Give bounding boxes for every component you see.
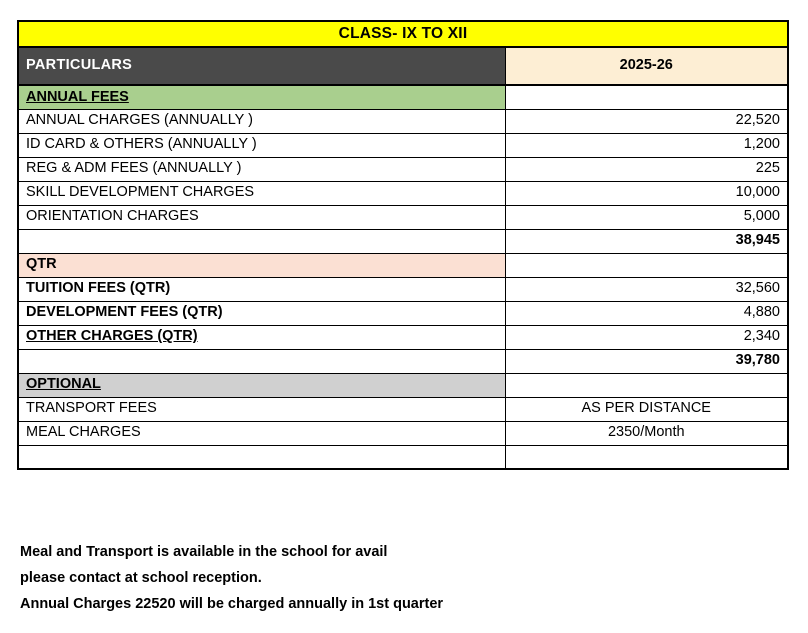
footer-note-line: please contact at school reception.: [20, 570, 262, 586]
fee-item-label: SKILL DEVELOPMENT CHARGES: [17, 180, 506, 206]
section-band-value: [504, 252, 789, 278]
total-label: [17, 348, 506, 374]
fee-structure-sheet: CLASS- IX TO XII PARTICULARS 2025-26 ANN…: [17, 20, 789, 470]
table-row: ID CARD & OTHERS (ANNUALLY ) 1,200: [17, 132, 789, 158]
empty-value: [504, 444, 789, 470]
fee-item-value: 225: [504, 156, 789, 182]
total-value: 39,780: [504, 348, 789, 374]
fee-item-label: TUITION FEES (QTR): [17, 276, 506, 302]
section-band-row: ANNUAL FEES: [17, 84, 789, 110]
fee-item-value: 4,880: [504, 300, 789, 326]
fee-item-value: 1,200: [504, 132, 789, 158]
section-band-row: OPTIONAL: [17, 372, 789, 398]
fee-table: CLASS- IX TO XII PARTICULARS 2025-26 ANN…: [17, 20, 789, 470]
fee-item-value: 2350/Month: [504, 420, 789, 446]
section-band-text: ANNUAL FEES: [26, 88, 129, 105]
fee-item-label: ID CARD & OTHERS (ANNUALLY ): [17, 132, 506, 158]
table-row: REG & ADM FEES (ANNUALLY ) 225: [17, 156, 789, 182]
table-header-row: PARTICULARS 2025-26: [17, 46, 789, 86]
section-band-value: [504, 84, 789, 110]
fee-item-value: 10,000: [504, 180, 789, 206]
fee-item-label-text: OTHER CHARGES (QTR): [26, 328, 198, 345]
fee-table-body: CLASS- IX TO XII PARTICULARS 2025-26 ANN…: [17, 20, 789, 470]
fee-item-label: DEVELOPMENT FEES (QTR): [17, 300, 506, 326]
fee-item-value: 5,000: [504, 204, 789, 230]
section-band-value: [504, 372, 789, 398]
fee-item-label: OTHER CHARGES (QTR): [17, 324, 506, 350]
section-band-label: ANNUAL FEES: [17, 84, 506, 110]
table-title-row: CLASS- IX TO XII: [17, 20, 789, 48]
total-row: 39,780: [17, 348, 789, 374]
section-band-text: QTR: [26, 256, 57, 273]
fee-item-value: 32,560: [504, 276, 789, 302]
column-header-particulars: PARTICULARS: [17, 46, 506, 86]
fee-item-label: REG & ADM FEES (ANNUALLY ): [17, 156, 506, 182]
footer-note-line: Meal and Transport is available in the s…: [20, 544, 388, 560]
section-band-row: QTR: [17, 252, 789, 278]
section-band-label: QTR: [17, 252, 506, 278]
footer-note-line: Annual Charges 22520 will be charged ann…: [20, 596, 444, 612]
table-row: MEAL CHARGES 2350/Month: [17, 420, 789, 446]
fee-item-value: 22,520: [504, 108, 789, 134]
total-label: [17, 228, 506, 254]
column-header-session: 2025-26: [504, 46, 789, 86]
empty-label: [17, 444, 506, 470]
table-row: DEVELOPMENT FEES (QTR) 4,880: [17, 300, 789, 326]
table-title: CLASS- IX TO XII: [17, 20, 789, 48]
fee-item-label: TRANSPORT FEES: [17, 396, 506, 422]
empty-row: [17, 444, 789, 470]
total-value: 38,945: [504, 228, 789, 254]
fee-item-value: AS PER DISTANCE: [504, 396, 789, 422]
table-row: OTHER CHARGES (QTR) 2,340: [17, 324, 789, 350]
fee-item-label: MEAL CHARGES: [17, 420, 506, 446]
table-row: ANNUAL CHARGES (ANNUALLY ) 22,520: [17, 108, 789, 134]
table-row: TUITION FEES (QTR) 32,560: [17, 276, 789, 302]
fee-item-value: 2,340: [504, 324, 789, 350]
section-band-label: OPTIONAL: [17, 372, 506, 398]
table-row: SKILL DEVELOPMENT CHARGES 10,000: [17, 180, 789, 206]
table-row: TRANSPORT FEES AS PER DISTANCE: [17, 396, 789, 422]
fee-item-label: ANNUAL CHARGES (ANNUALLY ): [17, 108, 506, 134]
fee-item-label: ORIENTATION CHARGES: [17, 204, 506, 230]
footer-notes: Meal and Transport is available in the s…: [20, 539, 620, 617]
section-band-text: OPTIONAL: [26, 376, 101, 393]
total-row: 38,945: [17, 228, 789, 254]
table-row: ORIENTATION CHARGES 5,000: [17, 204, 789, 230]
